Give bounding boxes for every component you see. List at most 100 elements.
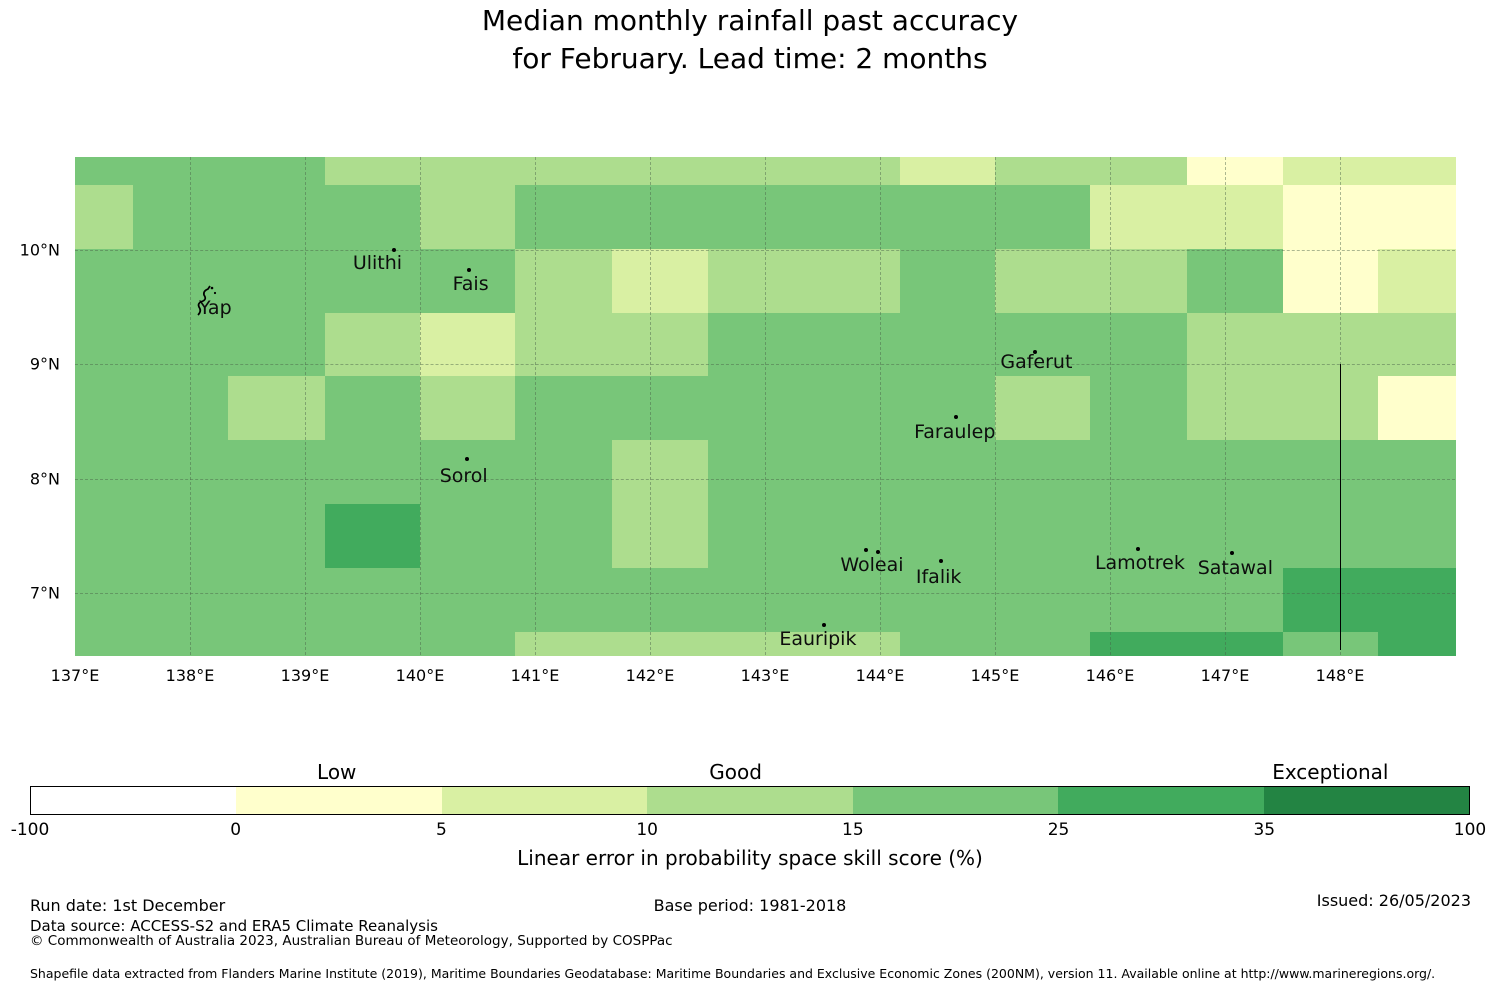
colorbar-segment bbox=[1263, 787, 1469, 814]
heatmap-cell bbox=[1282, 504, 1379, 569]
heatmap-cell bbox=[1187, 312, 1284, 377]
longitude-gridline bbox=[190, 157, 191, 655]
heatmap-cell bbox=[802, 440, 901, 506]
heatmap-cell bbox=[1377, 632, 1456, 656]
heatmap-cell bbox=[75, 504, 134, 569]
heatmap-cell bbox=[707, 567, 804, 633]
colorbar-segment bbox=[647, 787, 853, 814]
heatmap-cell bbox=[802, 567, 901, 633]
longitude-gridline bbox=[995, 157, 996, 655]
heatmap-cell bbox=[515, 376, 613, 441]
colorbar-segment bbox=[441, 787, 648, 814]
heatmap-cell bbox=[1282, 157, 1379, 186]
heatmap-cell bbox=[1090, 632, 1188, 656]
heatmap-cell bbox=[1187, 504, 1284, 569]
heatmap-cell bbox=[612, 440, 709, 506]
heatmap-cell bbox=[132, 440, 229, 506]
heatmap-cell bbox=[1090, 157, 1188, 186]
heatmap-cell bbox=[227, 248, 326, 314]
place-label: Faraulep bbox=[914, 420, 996, 443]
heatmap-cell bbox=[802, 376, 901, 441]
colorbar-tick-label: -100 bbox=[10, 820, 50, 840]
heatmap-cell bbox=[612, 248, 709, 314]
heatmap-cell bbox=[899, 312, 996, 377]
heatmap-cell bbox=[1090, 248, 1188, 314]
footer-base-period: Base period: 1981-2018 bbox=[653, 896, 847, 915]
island-marker-dot bbox=[1033, 349, 1038, 354]
x-axis-tick-label: 144°E bbox=[855, 666, 905, 685]
heatmap-cell bbox=[227, 440, 326, 506]
place-label: Yap bbox=[198, 297, 232, 320]
colorbar-category-label: Good bbox=[709, 760, 762, 784]
footer-data-source: Data source: ACCESS-S2 and ERA5 Climate … bbox=[30, 917, 438, 935]
heatmap-cell bbox=[1187, 157, 1284, 186]
heatmap-cell bbox=[420, 185, 517, 250]
heatmap-cell bbox=[1090, 376, 1188, 441]
place-label: Fais bbox=[452, 273, 489, 296]
longitude-gridline bbox=[535, 157, 536, 655]
heatmap-cell bbox=[707, 440, 804, 506]
heatmap-cell bbox=[612, 157, 709, 186]
y-axis-tick-label: 8°N bbox=[29, 469, 60, 489]
heatmap-cell bbox=[899, 567, 996, 633]
heatmap-cell bbox=[75, 248, 134, 314]
heatmap-cell bbox=[995, 248, 1092, 314]
heatmap-cell bbox=[802, 185, 901, 250]
place-label: Woleai bbox=[840, 553, 904, 576]
heatmap-cell bbox=[324, 157, 421, 186]
heatmap-cell bbox=[1187, 440, 1284, 506]
heatmap-cell bbox=[324, 504, 421, 569]
heatmap-cell bbox=[1377, 312, 1456, 377]
island-marker-dot bbox=[391, 247, 396, 252]
x-axis-tick-label: 147°E bbox=[1200, 666, 1250, 685]
map-plot: Yap Ulithi Fais Sorol Gaferut Faraulep Woleai I… bbox=[75, 157, 1456, 656]
x-axis-tick-label: 143°E bbox=[740, 666, 790, 685]
colorbar-category-label: Low bbox=[317, 760, 357, 784]
heatmap-cell bbox=[132, 376, 229, 441]
heatmap-cell bbox=[1282, 185, 1379, 250]
heatmap-cell bbox=[1090, 567, 1188, 633]
place-label: Gaferut bbox=[1000, 350, 1073, 373]
y-axis-tick-label: 10°N bbox=[19, 240, 60, 260]
heatmap-cell bbox=[707, 312, 804, 377]
chart-title: Median monthly rainfall past accuracy fo… bbox=[0, 2, 1500, 78]
heatmap-cell bbox=[1377, 440, 1456, 506]
heatmap-cell bbox=[75, 312, 134, 377]
heatmap-cell bbox=[227, 632, 326, 656]
x-axis-tick-label: 148°E bbox=[1315, 666, 1365, 685]
chart-title-line-1: Median monthly rainfall past accuracy bbox=[481, 4, 1019, 37]
heatmap-cell bbox=[132, 632, 229, 656]
heatmap-cell bbox=[324, 312, 421, 377]
heatmap-cell bbox=[515, 312, 613, 377]
place-label: Ulithi bbox=[352, 252, 403, 275]
colorbar-tick-label: 5 bbox=[436, 820, 447, 840]
island-outline-yap bbox=[193, 284, 219, 322]
x-axis-tick-label: 146°E bbox=[1085, 666, 1135, 685]
heatmap-cell bbox=[227, 376, 326, 441]
heatmap-cell bbox=[324, 632, 421, 656]
latitude-gridline bbox=[75, 249, 1455, 251]
heatmap-cell bbox=[227, 567, 326, 633]
longitude-gridline bbox=[1110, 157, 1111, 655]
heatmap-cell bbox=[420, 632, 517, 656]
heatmap-cell bbox=[995, 567, 1092, 633]
heatmap-cell bbox=[899, 632, 996, 656]
heatmap-cell bbox=[802, 157, 901, 186]
latitude-gridline bbox=[75, 478, 1455, 480]
latitude-gridline bbox=[75, 364, 1455, 366]
y-axis-tick-label: 9°N bbox=[29, 354, 60, 374]
y-axis-tick-label: 7°N bbox=[29, 583, 60, 603]
place-label: Sorol bbox=[439, 465, 488, 488]
heatmap-cell bbox=[899, 440, 996, 506]
heatmap-cell bbox=[612, 632, 709, 656]
heatmap-cell bbox=[515, 157, 613, 186]
heatmap-cell bbox=[612, 504, 709, 569]
heatmap-cell bbox=[1090, 312, 1188, 377]
heatmap-cell bbox=[75, 157, 134, 186]
heatmap-cell bbox=[420, 504, 517, 569]
island-marker-dot bbox=[938, 559, 943, 564]
heatmap-cell bbox=[899, 185, 996, 250]
chart-title-line-2: for February. Lead time: 2 months bbox=[512, 42, 988, 75]
heatmap-cell bbox=[995, 157, 1092, 186]
heatmap-cell bbox=[420, 440, 517, 506]
